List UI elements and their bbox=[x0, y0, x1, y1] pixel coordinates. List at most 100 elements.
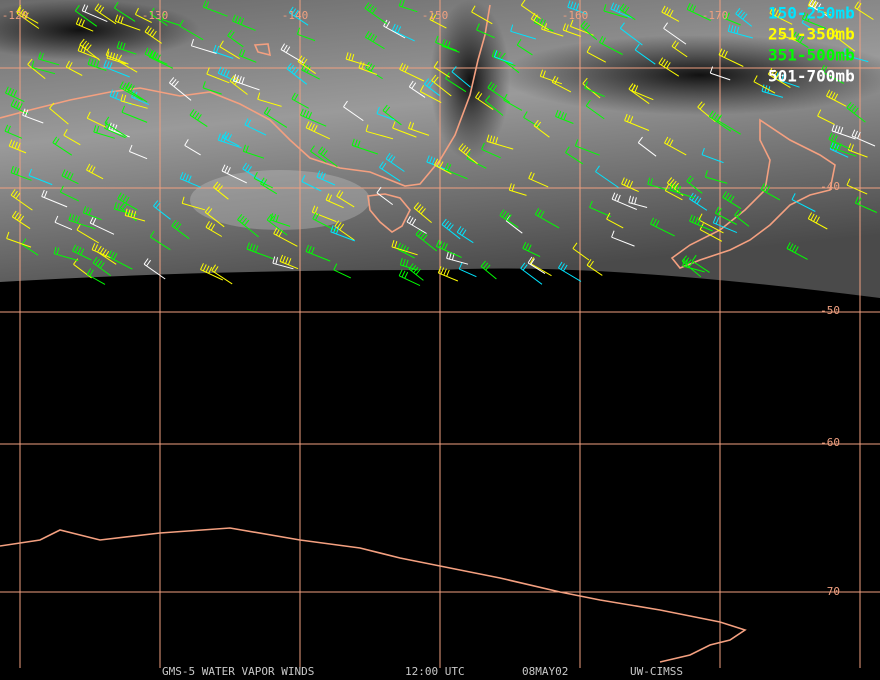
wind-barb bbox=[227, 29, 244, 48]
longitude-label: -160 bbox=[562, 9, 589, 22]
wind-barb bbox=[396, 242, 415, 259]
wind-barb bbox=[291, 92, 309, 109]
wind-barb bbox=[586, 45, 607, 63]
wind-barb bbox=[94, 3, 117, 25]
wind-barb bbox=[280, 43, 304, 64]
wind-barb bbox=[74, 4, 98, 27]
island-coast bbox=[253, 43, 272, 57]
wind-barb bbox=[301, 174, 322, 192]
wind-barb bbox=[86, 268, 106, 285]
wind-barb bbox=[31, 60, 56, 75]
wind-barb bbox=[727, 24, 753, 39]
wind-barb bbox=[595, 165, 619, 188]
wind-barb bbox=[807, 212, 828, 230]
wind-barb bbox=[557, 261, 582, 282]
wind-barb bbox=[104, 116, 127, 138]
wind-barb bbox=[516, 38, 533, 56]
wind-barb bbox=[392, 121, 417, 138]
wind-barb bbox=[628, 195, 648, 208]
wind-barb bbox=[603, 4, 628, 19]
wind-barb bbox=[408, 263, 424, 281]
wind-barb bbox=[704, 170, 728, 184]
wind-barb bbox=[336, 189, 355, 208]
wind-barb bbox=[567, 0, 588, 15]
wind-barb bbox=[458, 143, 478, 165]
wind-barb bbox=[429, 13, 447, 29]
wind-barb bbox=[828, 132, 851, 150]
wind-barb bbox=[106, 51, 127, 65]
legend-entry: 150-250mb bbox=[768, 4, 855, 23]
wind-barb bbox=[312, 212, 337, 232]
wind-barb bbox=[854, 1, 874, 20]
wind-barb bbox=[16, 7, 40, 29]
wind-barb bbox=[520, 0, 541, 20]
wind-barb bbox=[257, 92, 282, 107]
wind-barb bbox=[219, 40, 240, 60]
wind-barb bbox=[153, 200, 171, 220]
wind-barb bbox=[792, 31, 809, 49]
wind-barb bbox=[343, 100, 364, 122]
wind-barb bbox=[128, 144, 148, 160]
wind-barb bbox=[610, 2, 633, 19]
wind-barb bbox=[205, 220, 223, 237]
wind-barb bbox=[297, 55, 316, 75]
wind-barb bbox=[120, 94, 148, 109]
wind-barb bbox=[79, 38, 101, 61]
wind-barb bbox=[391, 23, 415, 42]
wind-barb bbox=[382, 104, 402, 126]
wind-barb bbox=[681, 255, 702, 278]
wind-barb bbox=[59, 185, 80, 202]
wind-barb bbox=[49, 102, 69, 125]
wind-barb bbox=[238, 48, 257, 63]
wind-barb bbox=[723, 11, 741, 26]
wind-barb bbox=[398, 269, 421, 287]
wind-barb bbox=[611, 192, 637, 210]
wind-barb bbox=[775, 72, 800, 88]
wind-barb bbox=[565, 146, 584, 165]
antarctica-coast bbox=[0, 527, 747, 663]
wind-barb bbox=[54, 215, 73, 231]
wind-barb bbox=[75, 17, 94, 32]
wind-barb bbox=[424, 78, 441, 97]
wind-barb bbox=[647, 177, 669, 191]
wind-barb bbox=[682, 259, 705, 273]
wind-barb bbox=[65, 60, 83, 76]
grid-labels: -120 -130 -140 -150 -160 -170 -40 -50 -60 -70 bbox=[2, 9, 840, 598]
wind-barb bbox=[760, 183, 781, 201]
wind-barb bbox=[27, 58, 46, 79]
new-zealand-coast bbox=[670, 118, 836, 269]
wind-barb bbox=[270, 213, 291, 227]
wind-barb bbox=[144, 25, 162, 44]
wind-barb bbox=[624, 113, 650, 131]
wind-barb bbox=[288, 6, 309, 26]
wind-barb bbox=[829, 142, 849, 158]
wind-barb bbox=[149, 230, 171, 251]
wind-barb bbox=[242, 162, 267, 185]
wind-barb bbox=[119, 81, 143, 101]
wind-barb bbox=[242, 144, 265, 159]
wind-barb bbox=[117, 54, 138, 73]
footer-text: GMS-5 WATER VAPOR WINDS bbox=[162, 665, 314, 678]
wind-barb bbox=[486, 134, 514, 150]
wind-barb bbox=[817, 109, 835, 125]
footer-text: UW-CIMSS bbox=[630, 665, 683, 678]
wind-barb bbox=[5, 86, 25, 103]
wind-barb bbox=[41, 189, 68, 208]
dry-slot bbox=[0, 0, 200, 60]
wind-barb bbox=[832, 28, 856, 52]
wind-barb bbox=[77, 44, 99, 60]
wind-barb bbox=[769, 6, 793, 25]
latitude-label: -70 bbox=[820, 585, 840, 598]
wind-barb bbox=[686, 175, 703, 194]
wind-barb bbox=[149, 7, 168, 27]
wind-barb bbox=[842, 47, 869, 63]
wind-barb bbox=[52, 136, 73, 156]
wind-barb bbox=[211, 264, 233, 285]
wind-barb bbox=[621, 177, 639, 193]
wind-barb bbox=[316, 170, 336, 186]
wind-barb bbox=[820, 64, 844, 84]
wind-barb bbox=[661, 5, 680, 22]
wind-barb bbox=[190, 38, 217, 54]
wind-barb bbox=[364, 30, 385, 50]
